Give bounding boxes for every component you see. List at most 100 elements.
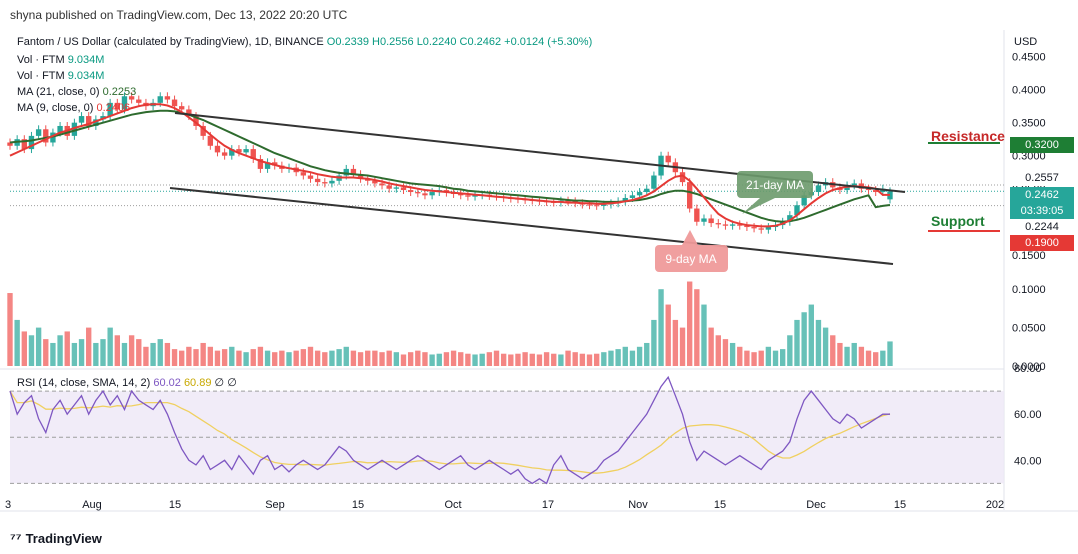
candle-body [264,162,271,169]
legend-vol-2[interactable]: Vol · FTM 9.034M [17,70,104,82]
candle-body [844,185,850,191]
x-tick-label: 15 [714,499,726,511]
volume-bar [157,339,163,366]
volume-bar [608,350,614,366]
volume-bar [57,335,63,366]
tradingview-brand[interactable]: ⁷⁷ TradingView [10,530,102,546]
legend-ma9[interactable]: MA (9, close, 0) 0.2406 [17,102,130,114]
volume-bar [86,327,92,366]
candle-body [114,102,120,110]
volume-bar [407,352,414,366]
price-tick-label: 0.1500 [1012,250,1046,262]
volume-bar [14,319,20,366]
candle-body [164,96,171,100]
volume-bar [336,349,342,366]
candle-body [350,168,357,175]
volume-bar [7,293,13,366]
high-value: H0.2556 [372,36,414,48]
candle-body [622,197,628,202]
volume-bar [458,352,464,366]
candle-body [665,155,671,163]
legend-vol-1[interactable]: Vol · FTM 9.034M [17,54,104,66]
symbol-header: Fantom / US Dollar (calculated by Tradin… [17,36,592,48]
candle-body [307,175,314,179]
candle-body [78,116,85,123]
candle-body [565,200,571,202]
volume-bar [300,349,307,366]
volume-bar [450,350,457,366]
candle-body [636,192,643,196]
volume-bar [701,304,707,366]
volume-bar [107,327,113,366]
candle-body [729,224,736,226]
candle-body [357,174,364,179]
volume-bar [229,346,235,366]
candle-body [35,129,42,136]
legend-ma21-value: 0.2253 [102,86,137,98]
ma21-line [9,109,891,223]
volume-bar [307,346,314,366]
volume-bar [486,352,493,366]
volume-bar [329,350,335,366]
volume-bar [21,331,27,366]
candle-body [722,224,729,226]
candle-body [715,223,721,225]
volume-bar [322,352,328,366]
legend-rsi[interactable]: RSI (14, close, SMA, 14, 2) 60.02 60.89 … [17,376,237,389]
rsi-line [9,375,890,485]
legend-rsi-label: RSI (14, close, SMA, 14, 2) [17,377,151,389]
candle-body [679,172,686,183]
volume-bar [343,346,349,366]
candle-body [121,96,128,110]
volume-bar [28,335,35,366]
volume-bar [171,349,178,366]
volume-bar [379,352,385,366]
candle-body [465,195,471,197]
volume-bar [293,350,299,366]
candle-body [400,187,407,191]
volume-bar [71,342,78,366]
volume-bar [808,304,814,366]
rsi-tick-label: 60.00 [1014,409,1042,421]
volume-bar [286,352,292,366]
open-value: O0.2339 [326,36,369,48]
channel-lower-line [169,187,894,265]
volume-bar [365,350,371,366]
volume-bar [200,342,206,366]
volume-bar [579,353,586,366]
volume-bar [622,346,628,366]
support-label: Support [931,213,985,229]
candle-body [257,159,264,169]
price-tick-label: 0.3000 [1012,151,1046,163]
candle-body [472,195,478,197]
legend-ma21[interactable]: MA (21, close, 0) 0.2253 [17,86,136,98]
x-tick-label: Oct [444,499,461,511]
candle-body [221,152,228,156]
ma21-callout-text: 21-day MA [746,178,804,192]
legend-vol-1-label: Vol · FTM [17,54,65,66]
candle-body [28,135,35,150]
volume-bar [686,281,693,366]
volume-bar [500,353,507,366]
candle-body [186,109,192,117]
candle-body [851,183,857,186]
high-price-tag: 0.2557 [1010,170,1074,186]
volume-bar [78,339,85,366]
volume-bar [636,346,643,366]
volume-bar [772,350,779,366]
legend-rsi-value: 60.02 [153,377,181,389]
volume-bar [279,350,285,366]
volume-bar [493,350,500,366]
candle-body [107,102,113,117]
legend-ma9-label: MA (9, close, 0) [17,102,94,114]
candle-body [873,190,879,193]
x-tick-label: Nov [628,499,648,511]
candle-body [586,204,593,206]
volume-bar [658,289,664,366]
ma9-callout-box [655,245,728,272]
volume-bar [865,350,872,366]
candle-body [787,215,793,222]
rsi-sma-line [9,390,891,474]
candle-body [193,116,199,126]
resistance-price-tag: 0.3200 [1010,137,1074,153]
